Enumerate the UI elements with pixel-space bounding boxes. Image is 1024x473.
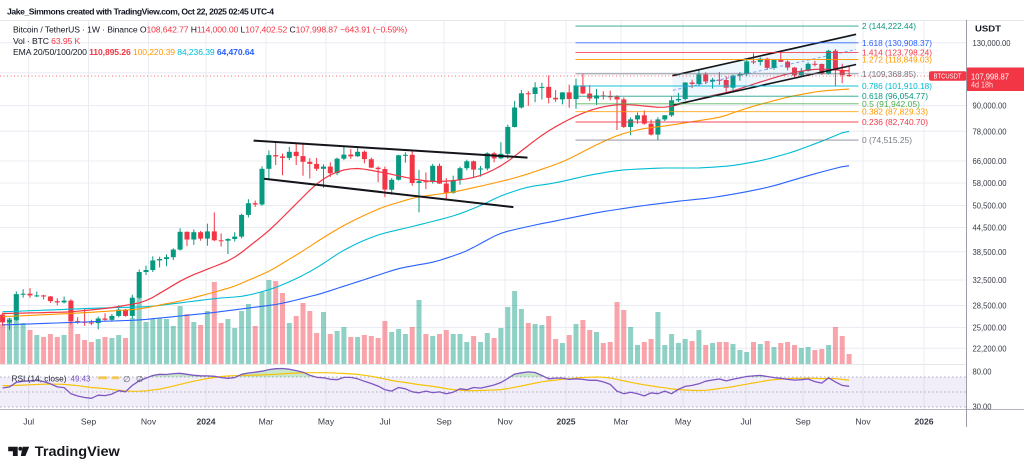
svg-text:Nov: Nov bbox=[855, 417, 871, 427]
svg-text:44,500.00: 44,500.00 bbox=[973, 223, 1007, 233]
svg-text:2025: 2025 bbox=[556, 417, 575, 427]
svg-text:66,000.00: 66,000.00 bbox=[973, 156, 1007, 166]
svg-text:Vol · BTC 63.95 K: Vol · BTC 63.95 K bbox=[13, 36, 80, 46]
svg-text:∅: ∅ bbox=[123, 374, 131, 384]
svg-text:1 (109,368.85): 1 (109,368.85) bbox=[862, 69, 916, 79]
svg-text:∅: ∅ bbox=[136, 374, 144, 384]
svg-text:0.786 (101,910.18): 0.786 (101,910.18) bbox=[862, 81, 932, 91]
svg-text:May: May bbox=[675, 417, 692, 427]
svg-text:May: May bbox=[318, 417, 335, 427]
svg-text:78,000.00: 78,000.00 bbox=[973, 126, 1007, 136]
svg-text:Jake_Simmons created with Trad: Jake_Simmons created with TradingView.co… bbox=[7, 6, 274, 16]
svg-text:4d 18h: 4d 18h bbox=[971, 81, 993, 90]
svg-text:Nov: Nov bbox=[497, 417, 513, 427]
svg-text:0.382 (87,829.33): 0.382 (87,829.33) bbox=[862, 107, 928, 117]
svg-text:BTCUSDT: BTCUSDT bbox=[934, 72, 962, 81]
svg-text:30.00: 30.00 bbox=[973, 401, 992, 411]
svg-text:28,500.00: 28,500.00 bbox=[973, 301, 1007, 311]
svg-text:2 (144,222.44): 2 (144,222.44) bbox=[862, 21, 916, 31]
svg-text:USDT: USDT bbox=[975, 24, 1002, 34]
svg-text:32,500.00: 32,500.00 bbox=[973, 275, 1007, 285]
svg-text:Bitcoin / TetherUS · 1W · Bina: Bitcoin / TetherUS · 1W · Binance O108,6… bbox=[13, 25, 407, 35]
svg-text:38,500.00: 38,500.00 bbox=[973, 247, 1007, 257]
svg-text:Jul: Jul bbox=[380, 417, 391, 427]
svg-text:2026: 2026 bbox=[914, 417, 933, 427]
svg-text:Sep: Sep bbox=[436, 417, 452, 427]
svg-text:Jul: Jul bbox=[741, 417, 752, 427]
svg-text:49.43: 49.43 bbox=[71, 374, 91, 384]
svg-text:Sep: Sep bbox=[795, 417, 811, 427]
svg-text:TradingView: TradingView bbox=[35, 444, 121, 459]
svg-text:0.5 (91,942.05): 0.5 (91,942.05) bbox=[862, 99, 920, 109]
svg-text:107,998.87: 107,998.87 bbox=[971, 71, 1009, 81]
svg-text:25,000.00: 25,000.00 bbox=[973, 323, 1007, 333]
svg-text:1.272 (118,849.03): 1.272 (118,849.03) bbox=[862, 55, 932, 65]
svg-text:0.618 (96,054.77): 0.618 (96,054.77) bbox=[862, 91, 928, 101]
svg-text:RSI (14, close): RSI (14, close) bbox=[12, 374, 67, 384]
svg-text:0 (74,515.25): 0 (74,515.25) bbox=[862, 135, 912, 145]
svg-text:22,200.00: 22,200.00 bbox=[973, 343, 1007, 353]
svg-text:Mar: Mar bbox=[614, 417, 629, 427]
svg-text:Sep: Sep bbox=[81, 417, 97, 427]
svg-text:2024: 2024 bbox=[196, 417, 215, 427]
svg-text:50,500.00: 50,500.00 bbox=[973, 201, 1007, 211]
svg-text:80.00: 80.00 bbox=[973, 366, 992, 376]
svg-text:Mar: Mar bbox=[259, 417, 274, 427]
svg-text:58,000.00: 58,000.00 bbox=[973, 178, 1007, 188]
svg-text:Jul: Jul bbox=[23, 417, 34, 427]
svg-text:90,000.00: 90,000.00 bbox=[973, 101, 1007, 111]
svg-text:Nov: Nov bbox=[141, 417, 157, 427]
svg-text:0.236 (82,740.70): 0.236 (82,740.70) bbox=[862, 117, 928, 127]
svg-text:1.618 (130,908.37): 1.618 (130,908.37) bbox=[862, 38, 932, 48]
svg-text:EMA 20/50/100/200 110,895.26 1: EMA 20/50/100/200 110,895.26 100,220.39 … bbox=[13, 47, 255, 57]
svg-text:1.414 (123,798.24): 1.414 (123,798.24) bbox=[862, 47, 932, 57]
svg-text:130,000.00: 130,000.00 bbox=[973, 38, 1011, 48]
